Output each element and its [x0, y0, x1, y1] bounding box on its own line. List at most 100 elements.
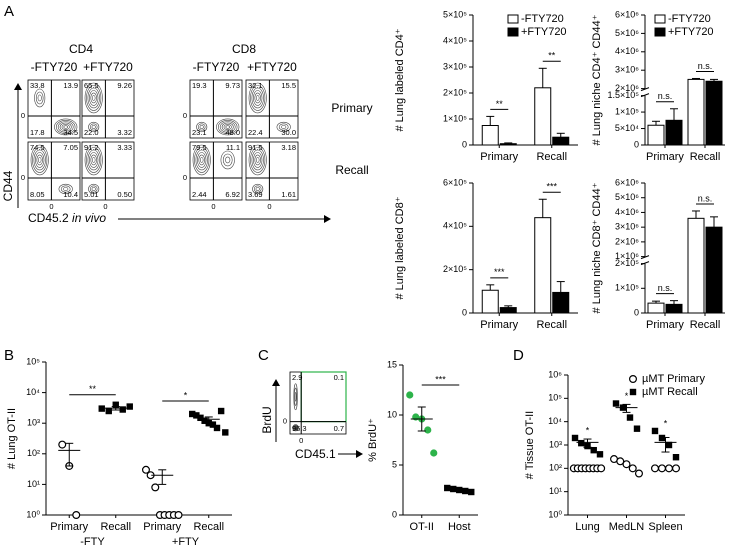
x-tick-label: Recall: [100, 521, 131, 533]
quadrant-value: 33.8: [30, 81, 45, 90]
x-tick-label: Primary: [143, 521, 181, 533]
contour: [250, 147, 266, 173]
data-point: [462, 487, 469, 495]
y-tick-label: 0: [634, 307, 639, 317]
contour: [84, 82, 103, 114]
quadrant-value: 19.3: [192, 81, 207, 90]
quadrant-value: 2.44: [192, 190, 207, 199]
contour: [57, 121, 74, 133]
legend-swatch: [654, 14, 666, 24]
y-tick-label: 10²: [549, 463, 562, 473]
axis-zero: 0: [183, 173, 187, 182]
data-point: [424, 426, 432, 434]
x-tick-label: OT-II: [410, 521, 434, 533]
axis-zero: 0: [283, 417, 287, 426]
data-point: [444, 484, 451, 492]
flow-row-label: Primary: [331, 101, 372, 115]
data-point: [657, 464, 666, 473]
contour: [294, 392, 297, 402]
data-point: [217, 407, 225, 415]
data-point: [671, 464, 680, 473]
contour: [90, 154, 97, 166]
y-tick-label: 3×10⁶: [615, 222, 639, 232]
legend-swatch: [628, 375, 637, 384]
data-point: [626, 414, 634, 421]
data-point: [622, 460, 631, 469]
y-tick-label: 5: [392, 459, 397, 469]
data-point: [665, 441, 673, 449]
contour: [87, 149, 100, 171]
legend-label: -FTY720: [668, 13, 711, 25]
y-tick-label: 2×10⁵: [443, 87, 467, 97]
axis-zero: 0: [103, 202, 107, 211]
y-tick-label: 10⁴: [26, 387, 40, 397]
significance-label: ***: [546, 182, 557, 192]
contour: [248, 144, 267, 176]
quadrant-value: 91.2: [84, 143, 99, 152]
contour: [63, 187, 69, 191]
data-point: [672, 454, 680, 461]
axis-zero: 0: [183, 111, 187, 120]
contour: [60, 185, 71, 193]
y-tick-label: 1×10⁶: [615, 251, 639, 261]
contour: [251, 149, 264, 171]
contour: [54, 118, 78, 136]
flow-x-axis-italic: in vivo: [72, 211, 106, 225]
contour: [254, 154, 261, 166]
contour: [276, 121, 291, 133]
data-point: [616, 457, 625, 466]
flow-y-axis-label: CD44: [1, 170, 15, 201]
contour: [219, 121, 236, 133]
contour: [251, 87, 264, 109]
data-point: [596, 451, 604, 458]
x-tick-label: Recall: [690, 151, 721, 163]
y-axis-label: # Lung OT-II: [6, 408, 18, 469]
panel-label: C: [258, 347, 269, 364]
x-tick-label: Recall: [536, 151, 567, 163]
contour: [255, 187, 260, 191]
bar: [665, 303, 683, 314]
y-tick-label: 2×10⁵: [615, 258, 639, 268]
data-point: [189, 410, 196, 418]
data-point: [571, 434, 579, 442]
legend-label: +FTY720: [668, 26, 714, 38]
y-tick-label: 1×10⁵: [615, 283, 639, 293]
flow-x-axis-label: CD45.1: [295, 447, 336, 461]
contour: [32, 147, 48, 173]
x-tick-label: Host: [448, 521, 471, 533]
legend-label: µMT Primary: [642, 373, 705, 385]
contour: [84, 144, 103, 176]
y-tick-label: 4×10⁶: [615, 207, 639, 217]
axis-zero: 0: [267, 202, 271, 211]
contour: [225, 156, 231, 164]
significance-label: **: [89, 384, 97, 394]
y-tick-label: 5×10⁶: [615, 192, 639, 202]
y-tick-label: 2×10⁶: [615, 236, 639, 246]
contour: [250, 85, 266, 111]
quadrant-value: 9.73: [225, 81, 240, 90]
bar: [534, 217, 552, 314]
bar: [481, 289, 499, 314]
contour: [223, 124, 232, 130]
significance-label: n.s.: [698, 61, 713, 71]
data-point: [650, 464, 659, 473]
data-point: [151, 483, 160, 492]
contour: [255, 157, 260, 163]
bar: [705, 226, 723, 314]
x-tick-label: Primary: [646, 319, 684, 331]
quadrant-value: 23.1: [192, 128, 207, 137]
contour: [192, 144, 211, 176]
contour: [88, 183, 100, 195]
contour: [89, 123, 98, 131]
flow-header: CD8: [232, 42, 256, 56]
legend-label: +FTY720: [521, 26, 567, 38]
flow-y-axis-label: BrdU: [260, 406, 274, 433]
contour: [255, 95, 260, 101]
contour: [87, 87, 100, 109]
data-point: [430, 449, 438, 457]
data-point: [174, 511, 183, 520]
y-axis-label: # Lung niche CD4⁺ CD44⁺: [591, 14, 603, 145]
significance-label: n.s.: [658, 91, 673, 101]
quadrant-value: 2.9: [292, 373, 302, 382]
quadrant-value: 0.7: [334, 424, 344, 433]
